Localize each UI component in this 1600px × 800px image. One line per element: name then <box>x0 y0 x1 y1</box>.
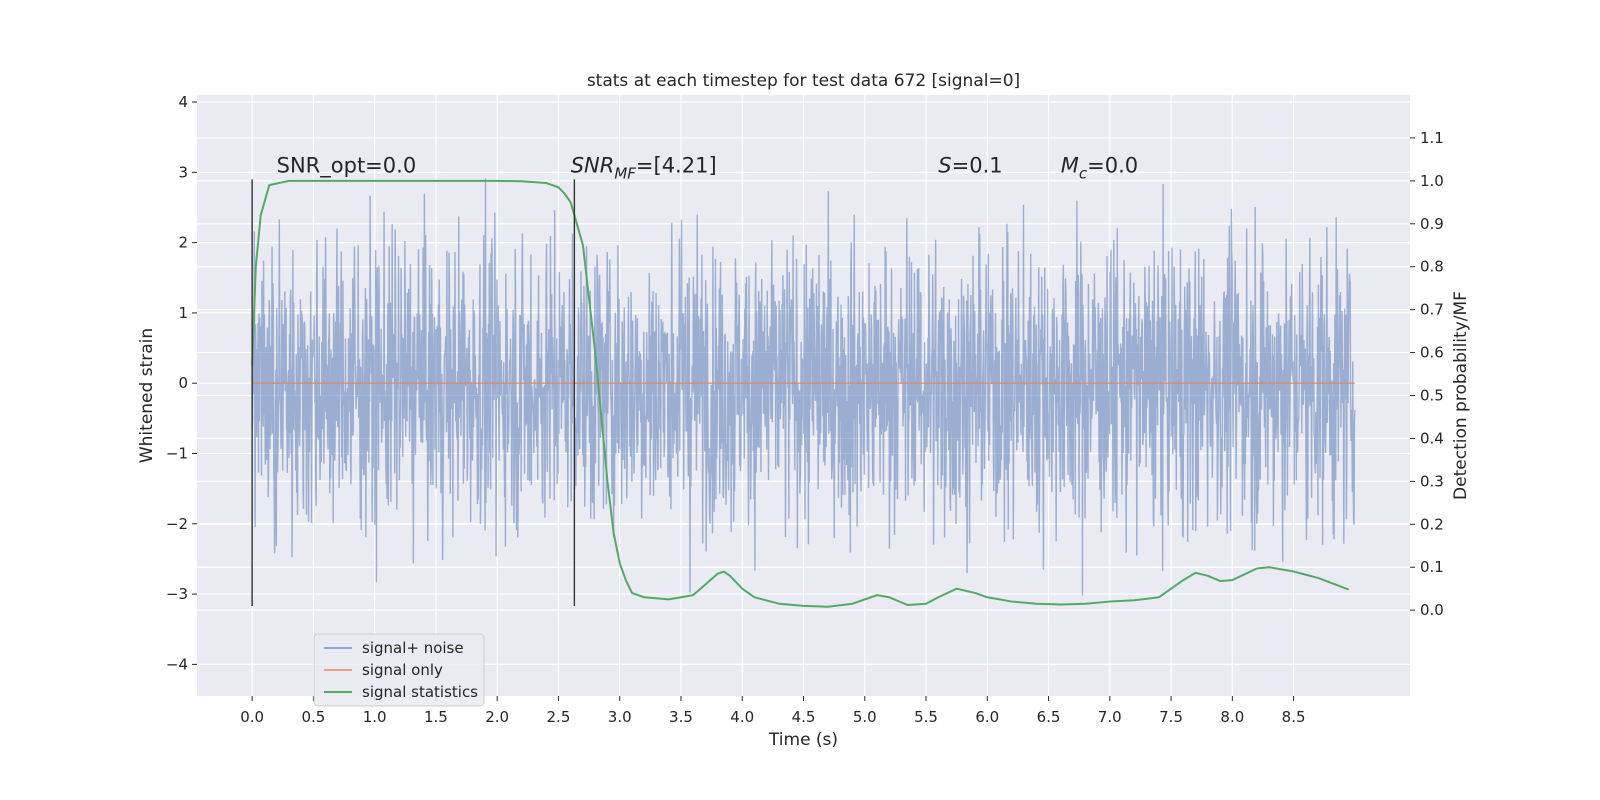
x-tick-label: 6.0 <box>975 708 999 726</box>
annotation-text: SNRMF=[4.21] <box>571 153 717 182</box>
x-tick-label: 7.0 <box>1098 708 1122 726</box>
legend-box <box>313 633 485 707</box>
annotation-main: SNR <box>571 153 615 177</box>
legend: signal+ noise signal only signal statistic… <box>313 633 485 707</box>
x-tick-label: 2.5 <box>547 708 571 726</box>
y-left-tick-label: 4 <box>178 93 188 111</box>
y-right-tick-label: 0.9 <box>1420 215 1444 233</box>
annotations: SNR_opt=0.0 SNRMF=[4.21] S=0.1 Mc=0.0 <box>277 153 1139 182</box>
series-layer <box>251 179 1355 608</box>
y-left-tick-label: 3 <box>178 163 188 181</box>
legend-label: signal statistics <box>362 683 478 701</box>
x-tick-label: 1.0 <box>363 708 387 726</box>
annotation-main: S <box>938 153 951 177</box>
y-right-tick-label: 0.2 <box>1420 515 1444 533</box>
marker-layer <box>251 179 576 607</box>
y-left-tick-label: −2 <box>166 515 188 533</box>
x-tick-label: 8.5 <box>1282 708 1306 726</box>
annotation-value: =[4.21] <box>636 153 717 177</box>
y-axis-left-label: Whitened strain <box>137 328 157 463</box>
x-tick-label: 4.0 <box>730 708 754 726</box>
y-right-tick-label: 0.0 <box>1420 601 1444 619</box>
y-left-tick-label: 1 <box>178 304 188 322</box>
noise-series <box>251 178 1356 596</box>
x-tick-label: 1.5 <box>424 708 448 726</box>
annotation-main: M <box>1061 153 1079 177</box>
x-tick-label: 4.5 <box>792 708 816 726</box>
x-tick-label: 8.0 <box>1220 708 1244 726</box>
chart-title: stats at each timestep for test data 672… <box>587 71 1020 91</box>
y-right-tick-label: 0.8 <box>1420 258 1444 276</box>
signal-statistics-line <box>251 179 1350 608</box>
legend-label: signal only <box>362 661 443 679</box>
y-left-tick-label: 0 <box>178 374 188 392</box>
x-tick-label: 0.5 <box>301 708 325 726</box>
annotation-subscript: MF <box>614 164 636 182</box>
x-tick-label: 7.5 <box>1159 708 1183 726</box>
annotation-text: Mc=0.0 <box>1061 153 1138 182</box>
y-right-tick-label: 0.1 <box>1420 558 1444 576</box>
x-tick-label: 3.0 <box>608 708 632 726</box>
y-right-tick-label: 0.4 <box>1420 429 1444 447</box>
axes: 0.0 0.5 1.0 1.5 2.0 2.5 3.0 3.5 4.0 4.5 5.0 5.5 6.0 6… <box>166 93 1444 726</box>
annotation-subscript: c <box>1079 164 1088 182</box>
annotation-value: =0.1 <box>952 153 1003 177</box>
y-left-tick-label: 2 <box>178 234 188 252</box>
x-axis-label: Time (s) <box>768 730 838 750</box>
annotation-value: =0.0 <box>1087 153 1138 177</box>
legend-label: signal+ noise <box>362 639 464 657</box>
y-left-tick-label: −1 <box>166 444 188 462</box>
annotation-text: SNR_opt=0.0 <box>277 153 417 178</box>
y-right-tick-label: 0.6 <box>1420 344 1444 362</box>
x-tick-label: 0.0 <box>240 708 264 726</box>
x-tick-label: 5.0 <box>853 708 877 726</box>
y-right-tick-label: 1.0 <box>1420 172 1444 190</box>
signal-plus-noise-line <box>251 178 1356 596</box>
annotation-text: S=0.1 <box>938 153 1002 177</box>
x-tick-label: 6.5 <box>1037 708 1061 726</box>
y-right-tick-label: 0.3 <box>1420 472 1444 490</box>
y-left-tick-label: −3 <box>166 585 188 603</box>
x-tick-label: 3.5 <box>669 708 693 726</box>
x-tick-label: 5.5 <box>914 708 938 726</box>
y-right-tick-label: 0.7 <box>1420 301 1444 319</box>
x-tick-label: 2.0 <box>485 708 509 726</box>
y-right-tick-label: 0.5 <box>1420 387 1444 405</box>
y-right-tick-label: 1.1 <box>1420 129 1444 147</box>
y-left-tick-label: −4 <box>166 655 188 673</box>
y-axis-right-label: Detection probability/MF <box>1451 291 1471 500</box>
